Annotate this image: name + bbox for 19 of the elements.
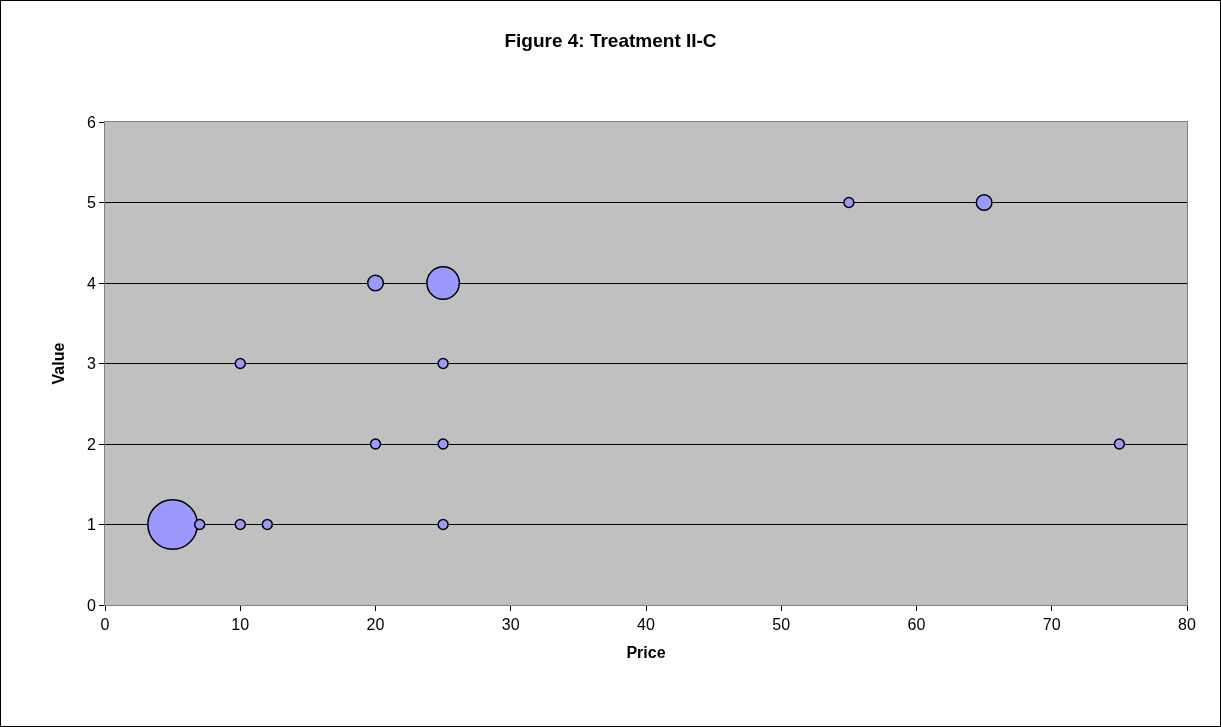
chart-title: Figure 4: Treatment II-C — [504, 29, 717, 51]
y-tick-label: 1 — [86, 516, 96, 534]
y-tick-label: 5 — [86, 194, 96, 212]
y-tick-label: 3 — [86, 355, 96, 373]
y-axis-title: Value — [49, 342, 67, 385]
x-axis-title: Price — [626, 643, 666, 661]
y-tick-label: 6 — [86, 113, 96, 131]
y-tick-label: 4 — [86, 274, 96, 292]
x-tick-label: 30 — [501, 616, 520, 634]
x-tick-label: 50 — [772, 616, 791, 634]
x-tick-label: 10 — [231, 616, 250, 634]
x-tick-label: 80 — [1178, 616, 1196, 634]
x-tick-label: 20 — [366, 616, 385, 634]
x-tick-label: 70 — [1042, 616, 1061, 634]
x-tick-label: 60 — [907, 616, 926, 634]
y-tick-label: 0 — [86, 596, 96, 614]
x-tick-label: 0 — [100, 616, 110, 634]
y-tick-label: 2 — [86, 435, 96, 453]
x-tick-label: 40 — [637, 616, 655, 634]
